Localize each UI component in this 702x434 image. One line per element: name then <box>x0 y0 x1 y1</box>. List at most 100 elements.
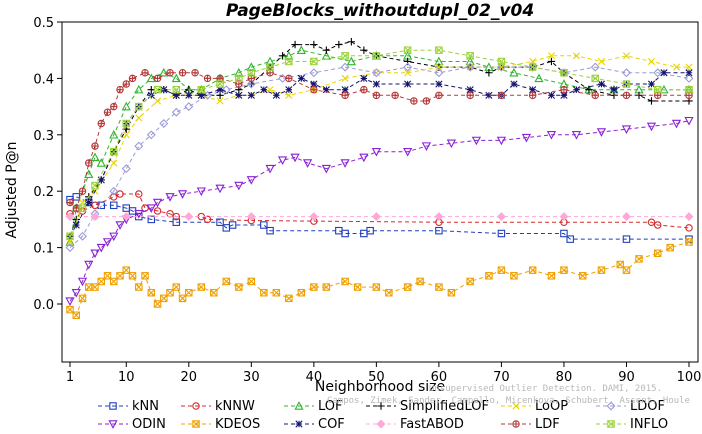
data-point-lof <box>171 73 181 83</box>
data-point-knnw <box>91 201 99 210</box>
legend-marker-knn <box>109 402 117 410</box>
data-point-kdeos <box>110 277 118 286</box>
data-point-kdeos <box>141 272 149 280</box>
data-point-odin <box>96 243 106 253</box>
data-point-inflo <box>528 63 537 71</box>
data-point-cof <box>235 91 243 99</box>
legend-label-simplifiedlof: SimplifiedLOF <box>400 399 489 414</box>
data-point-knnw <box>685 224 693 232</box>
data-point-odin <box>421 142 432 151</box>
data-point-inflo <box>285 57 293 66</box>
data-point-cof <box>510 80 518 88</box>
data-point-knnw <box>172 212 181 221</box>
data-point-kdeos <box>210 289 218 297</box>
series-line-ldf <box>69 72 689 209</box>
data-point-ldof <box>146 130 156 140</box>
data-point-inflo <box>341 52 349 60</box>
data-point-knn <box>72 193 81 201</box>
data-point-kdeos <box>272 289 280 297</box>
data-point-fastabod <box>434 212 444 222</box>
data-point-kdeos <box>122 266 131 274</box>
data-point-kdeos <box>260 288 268 297</box>
data-point-kdeos <box>560 266 568 274</box>
legend-label-ldf: LDF <box>535 417 560 432</box>
data-point-lof <box>296 45 306 54</box>
legend-marker-odin <box>108 420 118 429</box>
data-point-odin <box>340 159 350 168</box>
data-point-kdeos <box>210 288 218 297</box>
data-point-kdeos <box>91 283 99 291</box>
data-point-fastabod <box>371 212 381 222</box>
data-point-odin <box>165 193 175 202</box>
x-axis-label: Neighborhood size <box>315 379 445 395</box>
data-point-inflo <box>172 85 181 94</box>
data-point-cof <box>647 80 656 88</box>
plot-area <box>61 21 699 363</box>
data-point-kdeos <box>616 260 624 269</box>
x-tick-label: 100 <box>677 370 702 385</box>
data-point-kdeos <box>616 260 624 269</box>
data-point-inflo <box>122 119 131 128</box>
legend-marker-lof <box>294 401 304 410</box>
legend-item-kdeos: KDEOS <box>181 417 260 432</box>
data-point-knn <box>497 229 506 238</box>
legend-item-odin: ODIN <box>98 417 166 432</box>
series-fastabod <box>65 212 694 222</box>
data-point-loop <box>135 114 143 122</box>
series-knnw <box>66 190 693 232</box>
data-point-inflo <box>216 80 224 88</box>
data-point-inflo <box>235 74 243 82</box>
data-point-cof <box>529 86 537 94</box>
data-point-kdeos <box>166 289 174 297</box>
data-point-simplifiedlof <box>647 97 656 105</box>
data-point-ldf <box>373 92 380 99</box>
data-point-kdeos <box>116 272 124 280</box>
data-point-odin <box>277 156 288 166</box>
data-point-kdeos <box>416 277 424 286</box>
data-point-ldf <box>592 92 599 99</box>
legend-marker-inflo <box>607 420 615 428</box>
data-point-kdeos <box>122 266 130 274</box>
data-point-kdeos <box>341 277 349 286</box>
data-point-odin <box>152 198 163 208</box>
data-point-fastabod <box>496 212 506 222</box>
data-point-lof <box>84 169 94 179</box>
data-point-ldof <box>434 68 444 78</box>
data-point-kdeos <box>435 283 443 291</box>
data-point-kdeos <box>635 255 643 263</box>
data-point-cof <box>322 86 330 94</box>
data-point-kdeos <box>635 255 643 263</box>
data-point-kdeos <box>416 277 424 286</box>
legend-marker-kdeos <box>192 420 200 428</box>
legend-item-knnw: kNNW <box>181 399 255 414</box>
data-point-kdeos <box>103 272 112 280</box>
legend-marker-loop <box>512 402 520 410</box>
data-point-kdeos <box>685 238 693 246</box>
legend-marker-inflo <box>607 420 615 428</box>
data-point-kdeos <box>447 288 456 297</box>
data-point-inflo <box>591 74 599 82</box>
data-point-kdeos <box>385 289 393 297</box>
data-point-kdeos <box>160 294 168 302</box>
data-point-knn <box>566 235 574 243</box>
data-point-kdeos <box>666 244 674 252</box>
data-point-inflo <box>135 103 143 111</box>
data-point-inflo <box>197 85 206 94</box>
series-line-knn <box>69 196 689 240</box>
data-point-knn <box>435 226 443 235</box>
data-point-kdeos <box>310 283 318 291</box>
data-point-kdeos <box>385 288 393 297</box>
data-point-kdeos <box>622 266 631 274</box>
data-point-cof <box>485 91 493 99</box>
data-point-knn <box>622 235 631 243</box>
data-point-kdeos <box>322 283 331 291</box>
data-point-kdeos <box>547 272 556 280</box>
data-point-inflo <box>654 86 662 94</box>
data-point-simplifiedlof <box>310 40 318 49</box>
data-point-ldf <box>98 120 105 127</box>
data-point-loop <box>216 97 224 105</box>
data-point-kdeos <box>285 294 293 303</box>
data-point-cof <box>572 86 581 94</box>
data-point-inflo <box>78 204 87 212</box>
data-point-odin <box>546 131 557 140</box>
